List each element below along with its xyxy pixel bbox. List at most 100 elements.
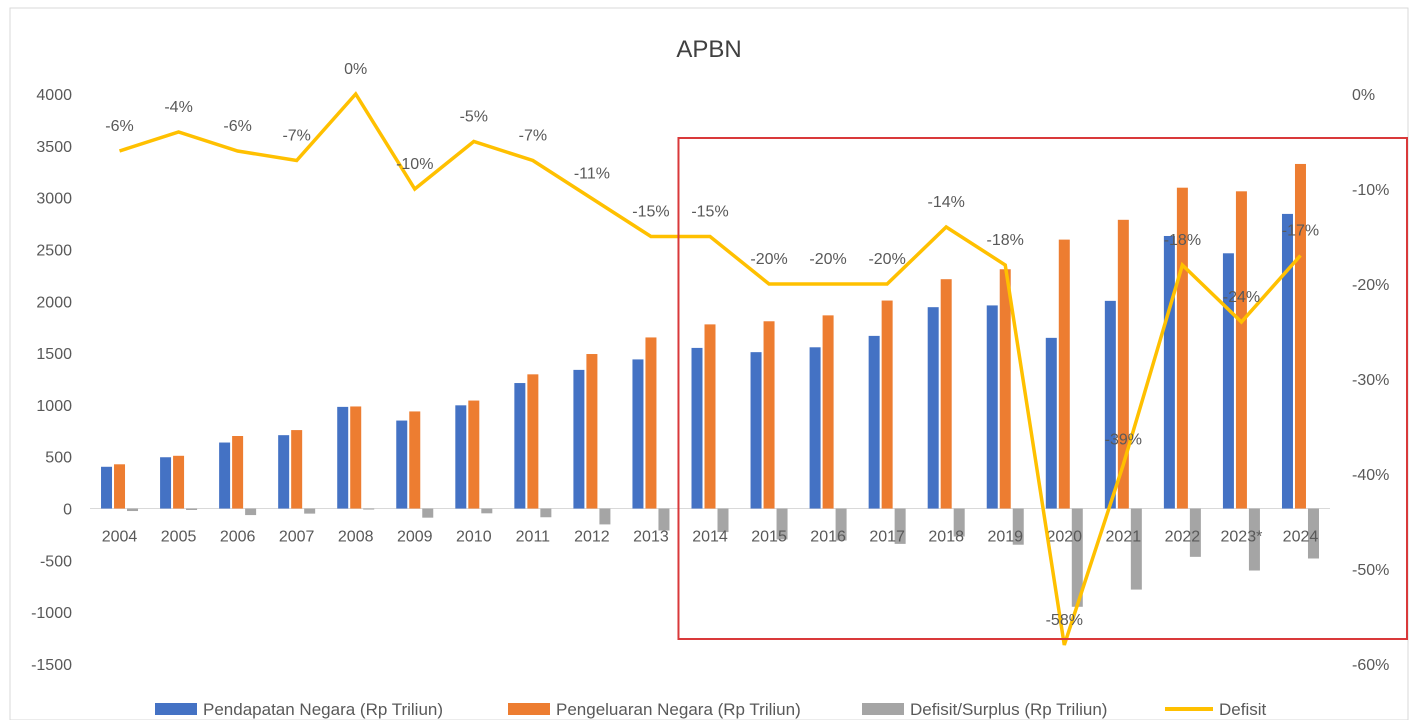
- bar-pendapatan: [986, 305, 998, 509]
- defisit-data-label: -15%: [691, 204, 728, 221]
- bar-defisitsurplus: [1307, 508, 1319, 559]
- x-tick-label: 2022: [1165, 529, 1201, 546]
- bar-defisitsurplus: [1130, 508, 1142, 590]
- bar-pendapatan: [101, 466, 113, 509]
- legend-label: Pendapatan Negara (Rp Triliun): [203, 700, 443, 719]
- x-tick-label: 2008: [338, 529, 374, 546]
- left-tick-label: 3500: [36, 139, 72, 156]
- x-tick-label: 2021: [1106, 529, 1142, 546]
- defisit-data-label: -7%: [282, 128, 310, 145]
- legend: Pendapatan Negara (Rp Triliun) Pengeluara…: [155, 700, 1267, 719]
- left-tick-label: 3000: [36, 191, 72, 208]
- bar-pendapatan: [809, 347, 821, 509]
- right-tick-label: 0%: [1352, 87, 1375, 104]
- left-tick-label: -500: [40, 553, 72, 570]
- bar-pendapatan: [632, 359, 644, 509]
- bar-pengeluaran: [1117, 219, 1129, 509]
- bar-pengeluaran: [999, 269, 1011, 509]
- bar-defisitsurplus: [304, 508, 316, 514]
- x-tick-label: 2015: [751, 529, 787, 546]
- left-tick-label: -1000: [31, 605, 72, 622]
- x-tick-label: 2024: [1283, 529, 1319, 546]
- bar-pengeluaran: [1176, 187, 1188, 509]
- bar-pendapatan: [396, 420, 408, 509]
- x-tick-label: 2005: [161, 529, 197, 546]
- bar-pendapatan: [455, 405, 467, 509]
- defisit-data-label: -58%: [1046, 612, 1083, 629]
- defisit-data-label: -6%: [223, 118, 251, 135]
- defisit-data-label: -15%: [632, 204, 669, 221]
- x-tick-label: 2011: [516, 529, 551, 546]
- defisit-data-label: -11%: [574, 166, 610, 183]
- bar-defisitsurplus: [835, 508, 847, 541]
- bar-defisitsurplus: [245, 508, 257, 516]
- defisit-data-label: -39%: [1105, 432, 1142, 449]
- bar-pendapatan: [219, 442, 231, 509]
- bar-pengeluaran: [232, 436, 244, 509]
- left-tick-label: 4000: [36, 87, 72, 104]
- legend-label: Defisit/Surplus (Rp Triliun): [910, 700, 1107, 719]
- legend-swatch: [508, 703, 550, 715]
- bar-defisitsurplus: [658, 508, 670, 531]
- bar-pengeluaran: [114, 464, 126, 509]
- x-tick-label: 2017: [869, 529, 905, 546]
- right-tick-label: -50%: [1352, 562, 1389, 579]
- bar-pendapatan: [868, 335, 880, 509]
- defisit-data-label: -5%: [460, 109, 488, 126]
- defisit-data-label: 0%: [344, 61, 367, 78]
- legend-label: Pengeluaran Negara (Rp Triliun): [556, 700, 801, 719]
- bar-defisitsurplus: [1071, 508, 1083, 607]
- bar-defisitsurplus: [481, 508, 493, 514]
- bar-pendapatan: [337, 406, 349, 509]
- defisit-data-label: -24%: [1223, 289, 1260, 306]
- bar-defisitsurplus: [363, 508, 375, 510]
- bar-defisitsurplus: [776, 508, 788, 540]
- bar-pengeluaran: [645, 337, 657, 509]
- defisit-data-label: -20%: [868, 251, 905, 268]
- right-tick-label: -40%: [1352, 467, 1389, 484]
- bar-pendapatan: [160, 457, 172, 509]
- left-tick-label: 2000: [36, 294, 72, 311]
- bar-defisitsurplus: [1248, 508, 1260, 571]
- bar-pengeluaran: [527, 374, 539, 509]
- bar-defisitsurplus: [186, 508, 198, 510]
- bar-pendapatan: [750, 352, 762, 509]
- bar-defisitsurplus: [127, 508, 139, 512]
- right-tick-label: -10%: [1352, 182, 1389, 199]
- bar-defisitsurplus: [422, 508, 434, 518]
- bar-pendapatan: [1104, 300, 1116, 509]
- bar-pengeluaran: [291, 430, 303, 509]
- bar-pengeluaran: [173, 455, 185, 509]
- x-tick-label: 2004: [102, 529, 138, 546]
- bar-pengeluaran: [1294, 163, 1306, 509]
- legend-swatch: [862, 703, 904, 715]
- bar-pendapatan: [514, 383, 526, 509]
- bar-pendapatan: [691, 347, 703, 509]
- bar-pendapatan: [927, 307, 939, 509]
- defisit-data-label: -6%: [105, 118, 133, 135]
- bar-pengeluaran: [940, 279, 952, 509]
- bar-pengeluaran: [1058, 239, 1070, 509]
- right-tick-label: -60%: [1352, 657, 1389, 674]
- bar-pengeluaran: [1235, 191, 1247, 509]
- legend-item: Defisit: [1165, 700, 1267, 719]
- defisit-data-label: -10%: [396, 156, 433, 173]
- x-tick-label: 2023*: [1221, 529, 1263, 546]
- defisit-data-label: -18%: [1164, 232, 1201, 249]
- left-tick-label: 2500: [36, 242, 72, 259]
- chart-title: APBN: [676, 36, 741, 63]
- defisit-data-label: -7%: [519, 128, 547, 145]
- bar-defisitsurplus: [1189, 508, 1201, 557]
- bar-pengeluaran: [350, 406, 362, 509]
- x-tick-label: 2018: [928, 529, 964, 546]
- bar-pendapatan: [278, 435, 290, 509]
- highlight-rectangle: [677, 137, 1408, 640]
- bar-pengeluaran: [822, 315, 834, 509]
- x-tick-label: 2013: [633, 529, 669, 546]
- legend-item: Pengeluaran Negara (Rp Triliun): [508, 700, 801, 719]
- bar-pendapatan: [1281, 213, 1293, 509]
- x-tick-label: 2010: [456, 529, 492, 546]
- x-tick-label: 2007: [279, 529, 315, 546]
- right-tick-label: -20%: [1352, 277, 1389, 294]
